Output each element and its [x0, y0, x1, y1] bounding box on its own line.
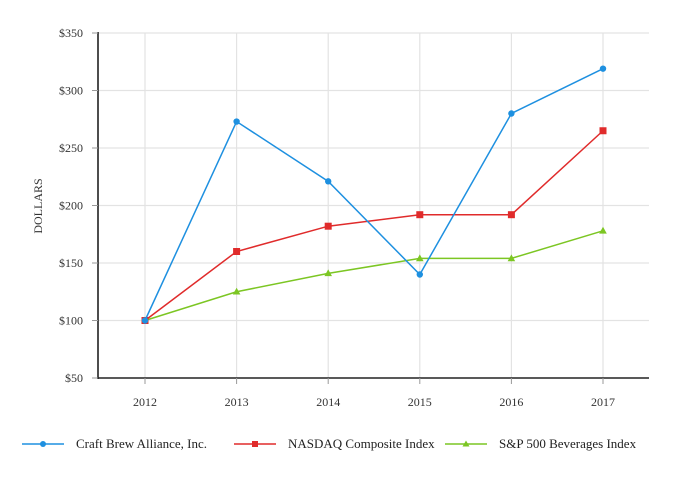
triangle-marker — [232, 287, 241, 295]
y-tick-label: $300 — [59, 84, 83, 98]
x-axis-tick-labels: 2012 2013 2014 2015 2016 2017 — [133, 395, 615, 409]
circle-marker — [233, 118, 240, 125]
x-tick-label: 2014 — [316, 395, 340, 409]
square-marker — [507, 211, 515, 219]
y-tick-label: $250 — [59, 141, 83, 155]
x-tick-label: 2015 — [408, 395, 432, 409]
series-nasdaq-composite-index — [141, 127, 607, 324]
legend-item-craft-brew: Craft Brew Alliance, Inc. — [22, 432, 207, 456]
x-tick-label: 2013 — [225, 395, 249, 409]
square-marker-icon — [234, 441, 276, 447]
x-tick-label: 2016 — [499, 395, 523, 409]
x-tick-label: 2017 — [591, 395, 615, 409]
square-marker — [599, 127, 607, 135]
triangle-marker — [599, 226, 607, 234]
series-line — [144, 230, 604, 322]
circle-marker — [416, 271, 423, 278]
circle-marker — [508, 110, 515, 117]
square-marker — [233, 248, 241, 255]
series-line — [144, 130, 604, 322]
y-axis-title: DOLLARS — [31, 178, 45, 233]
y-tick-label: $200 — [59, 199, 83, 213]
series-craft-brew-alliance-inc- — [141, 65, 607, 324]
y-tick-label: $150 — [59, 256, 83, 270]
legend-label: Craft Brew Alliance, Inc. — [76, 436, 208, 451]
y-tick-label: $350 — [59, 26, 83, 40]
square-marker — [324, 222, 332, 230]
circle-marker-icon — [22, 441, 64, 447]
axes — [92, 32, 649, 384]
gridlines — [98, 32, 649, 378]
legend-item-nasdaq: NASDAQ Composite Index — [234, 432, 435, 456]
legend-item-sp500-beverages: S&P 500 Beverages Index — [445, 432, 636, 456]
x-tick-label: 2012 — [133, 395, 157, 409]
y-axis-tick-labels: $50 $100 $150 $200 $250 $300 $350 — [59, 26, 83, 385]
square-marker — [416, 211, 424, 219]
triangle-marker — [324, 269, 332, 277]
series-line — [144, 67, 604, 321]
data-series — [141, 65, 607, 324]
circle-marker — [141, 317, 149, 324]
y-tick-label: $50 — [65, 371, 83, 385]
series-s-p-500-beverages-index — [141, 226, 607, 324]
legend-label: S&P 500 Beverages Index — [499, 436, 637, 451]
circle-marker — [599, 65, 607, 72]
circle-marker — [325, 178, 332, 185]
legend-label: NASDAQ Composite Index — [288, 436, 435, 451]
triangle-marker-icon — [445, 440, 487, 447]
y-tick-label: $100 — [59, 314, 83, 328]
legend: Craft Brew Alliance, Inc. NASDAQ Composi… — [0, 432, 682, 456]
triangle-marker — [507, 254, 516, 262]
triangle-marker — [416, 254, 424, 262]
